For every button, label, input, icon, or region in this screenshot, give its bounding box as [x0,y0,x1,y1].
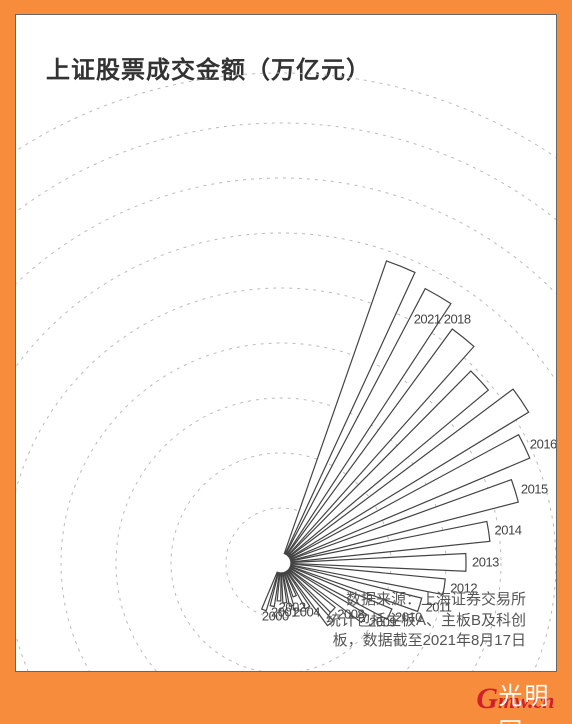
source-line: 数据来源：上海证券交易所 [326,590,526,610]
source-line: 统计包括主板A、主板B及科创 [326,611,526,631]
bar-label-pair: 2021 2018 [414,311,471,326]
source-line: 板，数据截至2021年8月17日 [326,631,526,651]
labels-layer: 2000200120022004200820092010201120122013… [16,15,557,672]
bar-label: 2015 [521,482,548,497]
chart-card: 上证股票成交金额（万亿元） 20002001200220042008200920… [15,14,557,672]
bar-label: 2004 [293,604,320,619]
footer-logo: 光明网 Gmw.cn [476,682,554,716]
bar-label: 2013 [472,555,499,570]
bar-label: 2016 [530,436,557,451]
bar-label: 2014 [495,523,522,538]
outer-frame: 上证股票成交金额（万亿元） 20002001200220042008200920… [0,0,572,724]
logo-g: G [476,682,498,715]
logo-zh: 光明网 [498,676,554,724]
data-source: 数据来源：上海证券交易所 统计包括主板A、主板B及科创 板，数据截至2021年8… [326,590,526,651]
